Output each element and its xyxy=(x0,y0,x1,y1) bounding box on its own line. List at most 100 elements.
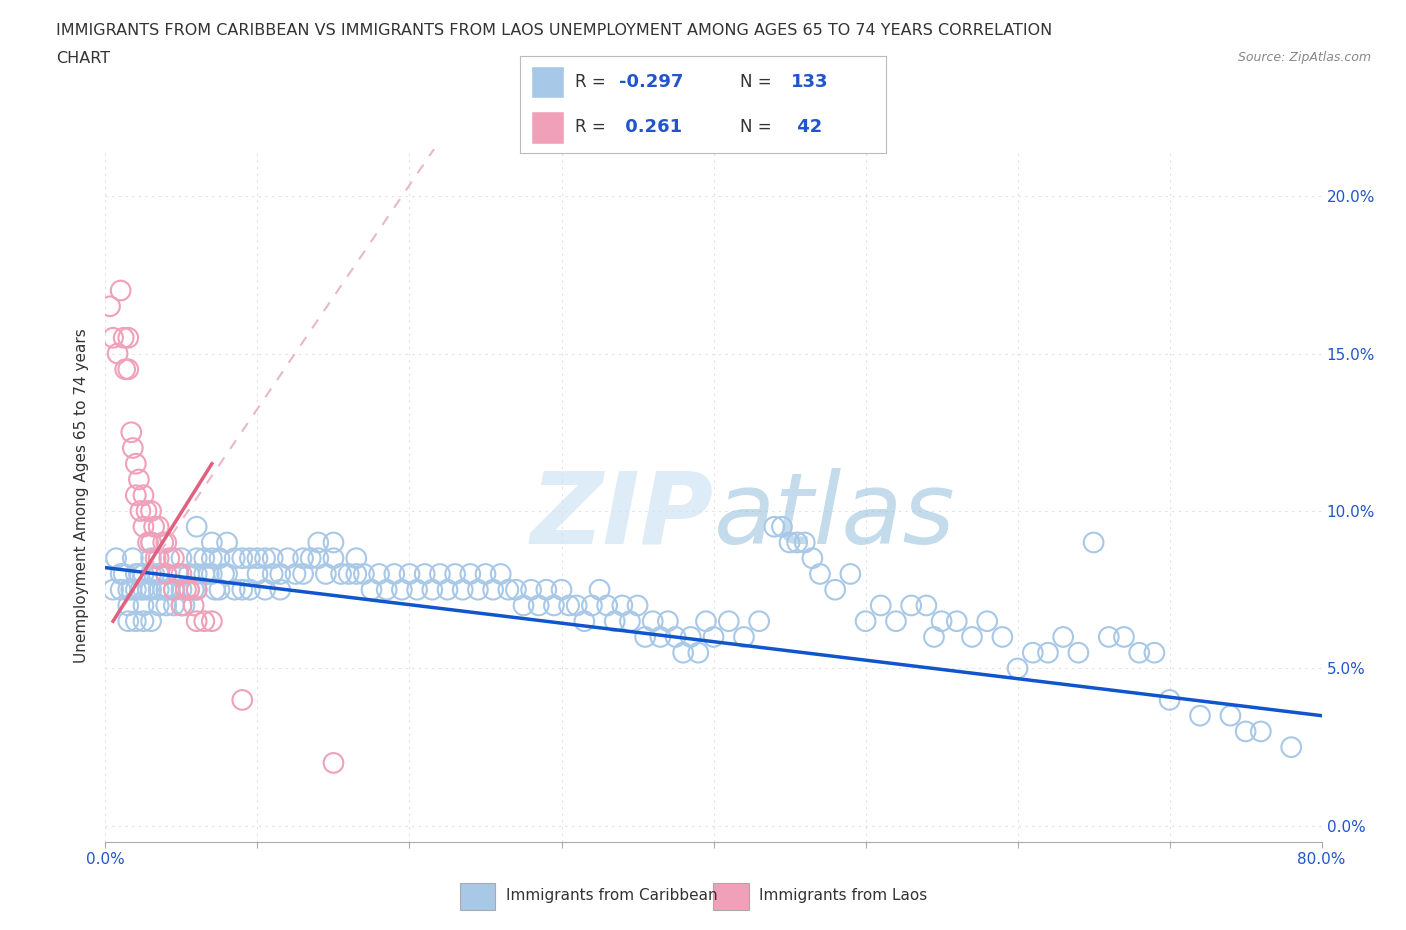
Point xyxy=(884,614,907,629)
Point xyxy=(991,630,1014,644)
Point xyxy=(650,630,672,644)
Text: N =: N = xyxy=(740,73,776,91)
Point xyxy=(307,551,329,565)
Point xyxy=(155,566,177,581)
Point xyxy=(231,551,253,565)
Text: ZIP: ZIP xyxy=(530,468,713,565)
Text: Immigrants from Laos: Immigrants from Laos xyxy=(759,887,927,903)
Point xyxy=(596,598,619,613)
Point xyxy=(239,582,262,597)
Y-axis label: Unemployment Among Ages 65 to 74 years: Unemployment Among Ages 65 to 74 years xyxy=(75,328,90,662)
Point xyxy=(368,566,391,581)
Point xyxy=(167,566,190,581)
Point xyxy=(1098,630,1121,644)
Point xyxy=(900,598,922,613)
Point xyxy=(581,598,603,613)
Bar xyxy=(713,883,748,910)
Point xyxy=(170,598,193,613)
Point xyxy=(224,582,246,597)
Text: R =: R = xyxy=(575,73,612,91)
Point xyxy=(619,614,641,629)
Point xyxy=(183,582,205,597)
Point xyxy=(152,535,174,550)
Point xyxy=(398,566,420,581)
Point xyxy=(139,535,162,550)
Point xyxy=(132,598,155,613)
Point xyxy=(135,503,157,518)
Point xyxy=(186,519,208,534)
Point xyxy=(186,582,208,597)
Point xyxy=(170,551,193,565)
Point xyxy=(512,598,534,613)
Point xyxy=(284,566,307,581)
Point xyxy=(536,582,558,597)
Point xyxy=(117,582,139,597)
Point xyxy=(375,582,398,597)
Point xyxy=(198,566,221,581)
Point xyxy=(132,519,155,534)
Point xyxy=(315,566,337,581)
Text: CHART: CHART xyxy=(56,51,110,66)
Point xyxy=(808,566,831,581)
Point xyxy=(391,582,413,597)
Point xyxy=(458,566,481,581)
Point xyxy=(128,566,150,581)
Point xyxy=(1234,724,1257,738)
Point xyxy=(1007,661,1029,676)
Point xyxy=(1052,630,1074,644)
Point xyxy=(139,566,162,581)
Point xyxy=(110,566,132,581)
Point xyxy=(574,614,596,629)
Point xyxy=(148,566,170,581)
Point xyxy=(657,614,679,629)
Point xyxy=(672,645,695,660)
Point xyxy=(292,551,315,565)
Point xyxy=(143,519,166,534)
Point xyxy=(112,566,135,581)
Point xyxy=(322,535,344,550)
Point xyxy=(217,535,239,550)
Point xyxy=(183,598,205,613)
Point xyxy=(163,598,186,613)
Point xyxy=(558,598,581,613)
Point xyxy=(107,346,129,361)
Point xyxy=(136,582,159,597)
Point xyxy=(139,503,162,518)
Text: Source: ZipAtlas.com: Source: ZipAtlas.com xyxy=(1237,51,1371,64)
Point xyxy=(129,503,152,518)
Point xyxy=(353,566,375,581)
Point xyxy=(262,566,284,581)
Point xyxy=(322,551,344,565)
Bar xyxy=(460,883,495,910)
Point xyxy=(679,630,702,644)
Point xyxy=(307,535,329,550)
Point xyxy=(105,551,128,565)
Point xyxy=(436,582,458,597)
Point xyxy=(801,551,824,565)
Point xyxy=(170,566,193,581)
Point xyxy=(155,582,177,597)
Bar xyxy=(531,66,564,98)
Point xyxy=(520,582,543,597)
Point xyxy=(695,614,717,629)
Point xyxy=(543,598,565,613)
Point xyxy=(482,582,505,597)
Point xyxy=(489,566,512,581)
Point xyxy=(170,582,193,597)
Point xyxy=(337,566,360,581)
Point xyxy=(915,598,938,613)
Point xyxy=(626,598,648,613)
Point xyxy=(1159,693,1181,708)
Point xyxy=(224,551,246,565)
Point xyxy=(155,598,177,613)
Point xyxy=(132,488,155,503)
Point xyxy=(155,566,177,581)
Point xyxy=(110,582,132,597)
Point xyxy=(128,472,150,487)
Point xyxy=(121,441,143,456)
Point xyxy=(139,535,162,550)
Point xyxy=(1067,645,1090,660)
Point xyxy=(1036,645,1059,660)
Point xyxy=(588,582,610,597)
Point xyxy=(779,535,801,550)
